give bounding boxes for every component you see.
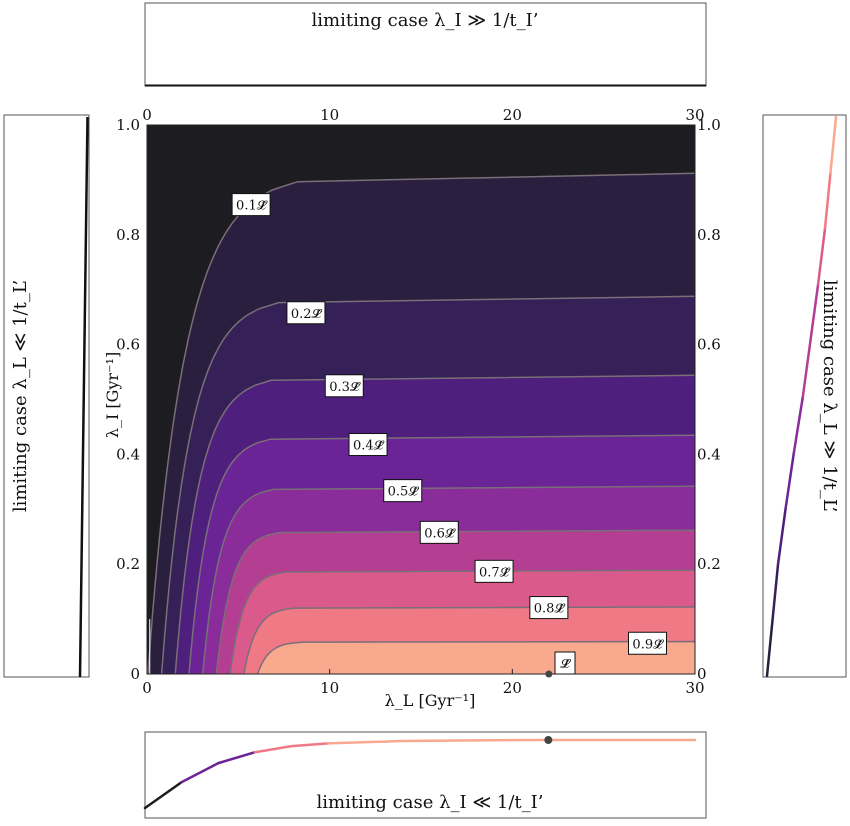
x-tick-bottom: 10 xyxy=(320,679,339,697)
bottom-panel-title: limiting case λ_I ≪ 1/t_I’ xyxy=(317,792,544,813)
contour-label-3: 0.3𝓛̂ xyxy=(325,375,363,397)
top-panel: limiting case λ_I ≫ 1/t_I’ xyxy=(145,3,706,86)
top-panel-title: limiting case λ_I ≫ 1/t_I’ xyxy=(312,10,539,31)
contour-label-6: 0.6𝓛̂ xyxy=(420,521,458,543)
contour-label-text: 0.9𝓛̂ xyxy=(632,637,664,652)
y-tick-left: 0.8 xyxy=(116,226,140,244)
y-axis-title: λ_I [Gyr⁻¹] xyxy=(103,352,122,438)
y-tick-right: 1.0 xyxy=(697,116,721,134)
contour-label-7: 0.7𝓛̂ xyxy=(475,560,513,582)
contour-label-text: 0.3𝓛̂ xyxy=(329,380,361,395)
right-panel: limiting case λ_L ≫ 1/t_L’ xyxy=(763,115,846,677)
maximum-point xyxy=(545,671,552,678)
y-tick-right: 0.2 xyxy=(697,555,721,573)
x-tick-top: 10 xyxy=(320,106,339,124)
y-tick-left: 0.6 xyxy=(116,336,140,354)
contour-label-8: 0.8𝓛̂ xyxy=(530,597,568,619)
contour-label-2: 0.2𝓛̂ xyxy=(287,302,325,324)
y-tick-left: 0 xyxy=(130,665,140,683)
right-panel-title: limiting case λ_L ≫ 1/t_L’ xyxy=(819,280,840,512)
left-panel: limiting case λ_L ≪ 1/t_L’ xyxy=(4,115,89,677)
contour-label-text: 0.8𝓛̂ xyxy=(534,602,566,617)
contour-label-4: 0.4𝓛̂ xyxy=(349,434,387,456)
y-tick-right: 0 xyxy=(697,665,707,683)
y-tick-right: 0.6 xyxy=(697,336,721,354)
contour-label-text: 0.1𝓛̂ xyxy=(236,199,268,214)
y-tick-right: 0.8 xyxy=(697,226,721,244)
x-tick-bottom: 20 xyxy=(503,679,522,697)
contour-label-text: 0.5𝓛̂ xyxy=(388,485,420,500)
y-tick-left: 1.0 xyxy=(116,116,140,134)
x-tick-top: 0 xyxy=(142,106,152,124)
y-tick-right: 0.4 xyxy=(697,445,721,463)
y-tick-left: 0.4 xyxy=(116,445,140,463)
y-tick-left: 0.2 xyxy=(116,555,140,573)
contour-label-5: 0.5𝓛̂ xyxy=(384,480,422,502)
contour-label-text: 0.7𝓛̂ xyxy=(479,565,511,580)
left-panel-title: limiting case λ_L ≪ 1/t_L’ xyxy=(10,280,31,512)
contour-label-text: 0.6𝓛̂ xyxy=(424,526,456,541)
bottom-panel: limiting case λ_I ≪ 1/t_I’ xyxy=(145,732,706,818)
contour-label-text: 0.2𝓛̂ xyxy=(291,307,323,322)
contour-label-9: 0.9𝓛̂ xyxy=(629,632,667,654)
contour-label-text: 0.4𝓛̂ xyxy=(353,439,385,454)
maximum-label: 𝓛̂ xyxy=(555,652,575,674)
bottom-curve-segment xyxy=(402,740,475,741)
maximum-label-text: 𝓛̂ xyxy=(560,657,571,672)
bottom-panel-marker xyxy=(544,736,552,744)
x-tick-bottom: 0 xyxy=(142,679,152,697)
contour-label-1: 0.1𝓛̂ xyxy=(232,194,270,216)
main-heatmap: 0.1𝓛̂ 0.2𝓛̂ 0.3𝓛̂ 0.4𝓛̂ 0.5𝓛̂ 0.6𝓛̂ 0.7𝓛̂ 0.8𝓛̂… xyxy=(147,125,695,678)
x-axis-title: λ_L [Gyr⁻¹] xyxy=(385,691,476,710)
x-tick-top: 20 xyxy=(503,106,522,124)
